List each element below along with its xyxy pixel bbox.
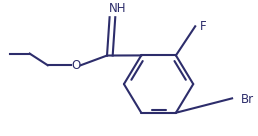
Text: Br: Br [241,92,254,106]
Text: NH: NH [109,2,126,15]
Text: O: O [71,59,81,72]
Text: F: F [200,20,206,33]
